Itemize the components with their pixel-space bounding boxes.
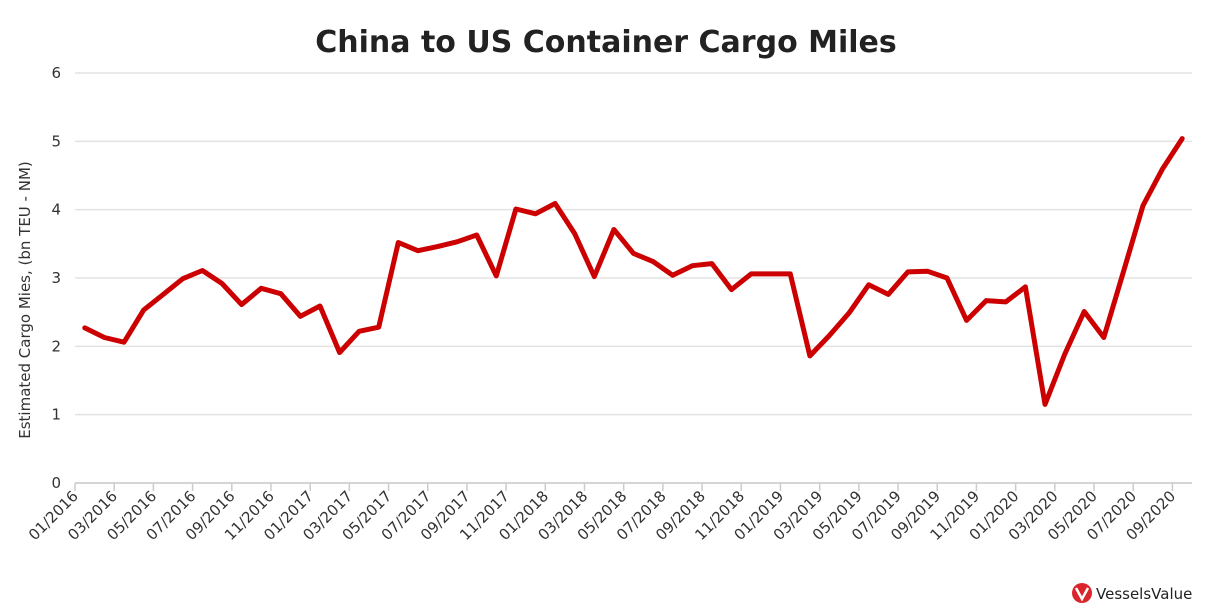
chart-title: China to US Container Cargo Miles: [315, 25, 897, 60]
y-tick-label: 4: [51, 201, 61, 219]
y-axis-title: Estimated Cargo Mies, (bn TEU - NM): [16, 161, 34, 439]
y-tick-label: 3: [51, 269, 61, 287]
y-tick-label: 1: [51, 406, 61, 424]
logo: VesselsValue: [1072, 583, 1192, 603]
y-tick-label: 2: [51, 337, 61, 355]
line-series: [82, 136, 1185, 407]
y-tick-label: 5: [51, 132, 61, 150]
y-tick-label: 6: [51, 64, 61, 82]
y-tick-label: 0: [51, 474, 61, 492]
logo-mark: [1074, 587, 1090, 602]
watermark: VesselsValue: [1096, 585, 1192, 603]
